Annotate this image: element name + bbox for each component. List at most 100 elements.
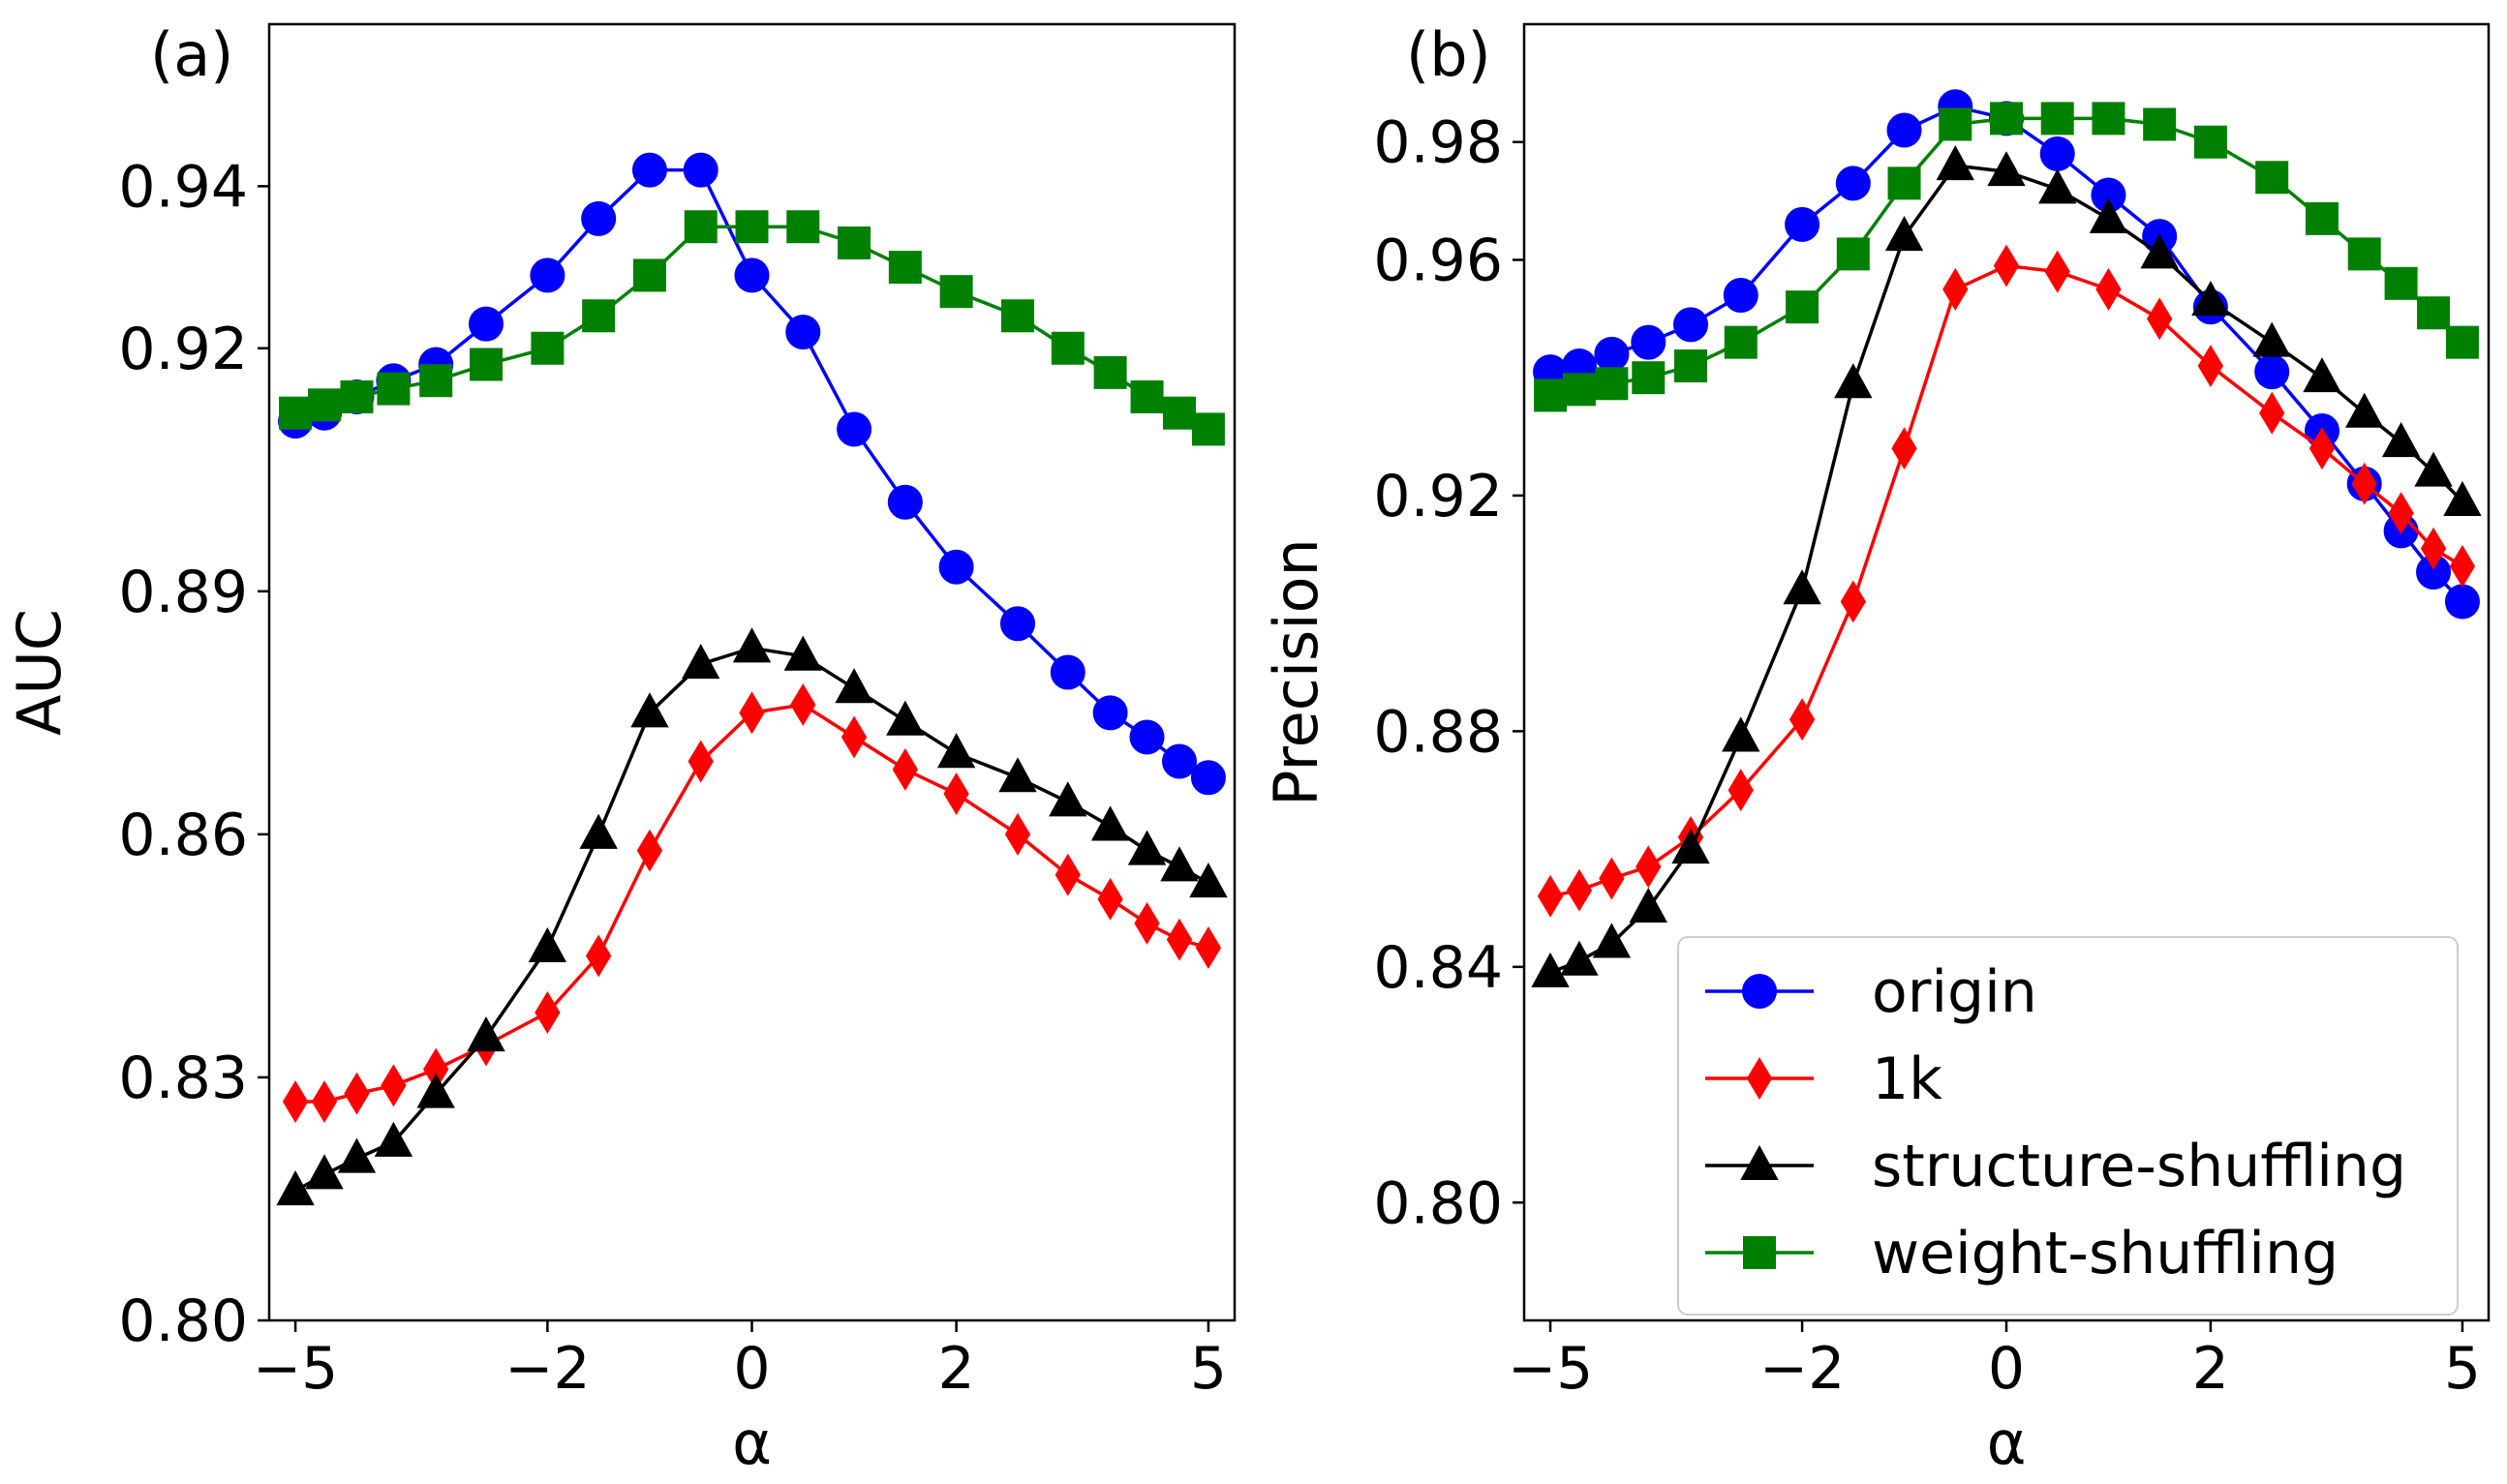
data-point <box>1990 102 2023 136</box>
data-point <box>1785 206 1820 242</box>
data-point <box>381 1064 407 1107</box>
series-weight-shuffling <box>279 210 1225 446</box>
x-tick-label: −5 <box>253 1335 338 1403</box>
legend-box <box>1677 936 2459 1316</box>
data-point <box>1674 349 1708 383</box>
data-point <box>1629 887 1667 923</box>
data-point <box>2254 354 2290 390</box>
data-point <box>528 926 567 963</box>
y-tick-label: 0.86 <box>118 802 248 869</box>
data-point <box>1129 719 1165 755</box>
data-point <box>2259 391 2285 435</box>
y-tick-label: 0.84 <box>1373 934 1503 1002</box>
data-point <box>1599 857 1625 900</box>
data-point <box>1000 606 1036 642</box>
x-axis-label: α <box>1987 1408 2027 1478</box>
data-point <box>1632 361 1666 395</box>
data-point <box>582 299 616 333</box>
data-point <box>630 692 669 728</box>
data-point <box>279 396 313 430</box>
panel-b: −5 −2 0 2 5 0.80 0.84 0.88 0.92 0.96 0.98 α Precisio… <box>1261 19 2491 1478</box>
data-point <box>1004 812 1031 856</box>
data-point <box>998 757 1037 793</box>
data-point <box>535 991 561 1034</box>
data-point <box>1566 868 1593 912</box>
legend-item: origin <box>1705 958 2037 1026</box>
data-point <box>1162 396 1196 430</box>
data-point <box>1836 237 1870 271</box>
data-point <box>1190 760 1226 796</box>
data-point <box>468 306 504 342</box>
data-point <box>2420 527 2447 570</box>
legend-item: structure-shuffling <box>1705 1133 2406 1200</box>
data-point <box>892 747 919 791</box>
data-point <box>2089 197 2128 233</box>
y-tick-label: 0.89 <box>118 559 248 626</box>
x-tick-label: −2 <box>504 1335 590 1403</box>
y-tick-label: 0.94 <box>118 153 248 221</box>
panel-label: (b) <box>1406 19 1491 90</box>
data-point <box>2444 584 2480 620</box>
data-point <box>1886 112 1922 148</box>
data-point <box>1673 307 1709 343</box>
legend-label: structure-shuffling <box>1872 1133 2406 1200</box>
legend-label: origin <box>1872 958 2037 1026</box>
data-point <box>2038 168 2077 204</box>
x-tick-label: 0 <box>1988 1335 2025 1403</box>
data-point <box>2417 296 2451 330</box>
data-point <box>636 829 663 872</box>
data-point <box>1723 277 1758 313</box>
data-point <box>837 411 872 447</box>
legend-label: 1k <box>1872 1045 1942 1113</box>
data-point <box>530 257 566 293</box>
x-tick-label: 2 <box>938 1335 975 1403</box>
data-point <box>2345 392 2384 428</box>
data-point <box>2092 102 2125 136</box>
data-point <box>1050 654 1085 690</box>
series-structure-shuffling <box>1531 144 2482 987</box>
y-tick-label: 0.83 <box>118 1045 248 1112</box>
data-point <box>1560 940 1599 976</box>
y-tick-label: 0.98 <box>1373 109 1503 177</box>
data-point <box>1562 373 1596 407</box>
data-point <box>1884 216 1924 252</box>
data-point <box>1631 324 1666 360</box>
legend-item: weight-shuffling <box>1705 1220 2339 1287</box>
data-point <box>1537 874 1564 918</box>
x-tick-label: −2 <box>1759 1335 1845 1403</box>
data-point <box>785 315 821 350</box>
data-point <box>469 348 503 381</box>
data-point <box>1001 299 1035 333</box>
data-point <box>1160 846 1199 882</box>
y-tick-label: 0.96 <box>1373 227 1503 294</box>
data-point <box>1592 923 1632 958</box>
data-point <box>632 258 666 292</box>
data-point <box>1835 166 1871 201</box>
data-point <box>311 1080 338 1123</box>
data-point <box>2308 427 2336 470</box>
data-point <box>1097 877 1123 921</box>
data-point <box>305 1154 344 1190</box>
data-point <box>2414 451 2453 487</box>
data-point <box>732 627 772 663</box>
data-point <box>1594 336 1630 372</box>
data-point <box>888 251 922 285</box>
data-point <box>585 934 612 978</box>
data-point <box>377 372 411 406</box>
series-1k <box>1537 244 2476 918</box>
data-point <box>835 668 873 704</box>
x-tick-label: 5 <box>1190 1335 1227 1403</box>
data-point <box>2443 480 2482 516</box>
data-point <box>943 772 969 815</box>
data-point <box>531 331 565 365</box>
series-line <box>294 225 1209 431</box>
data-point <box>2040 102 2074 136</box>
data-point <box>2347 237 2381 271</box>
data-point <box>1722 716 1760 752</box>
y-axis-label: AUC <box>4 609 75 736</box>
data-point <box>581 200 617 236</box>
legend-label: weight-shuffling <box>1872 1220 2339 1287</box>
data-point <box>1161 743 1197 779</box>
data-point <box>1636 845 1662 889</box>
data-point <box>2449 545 2476 588</box>
